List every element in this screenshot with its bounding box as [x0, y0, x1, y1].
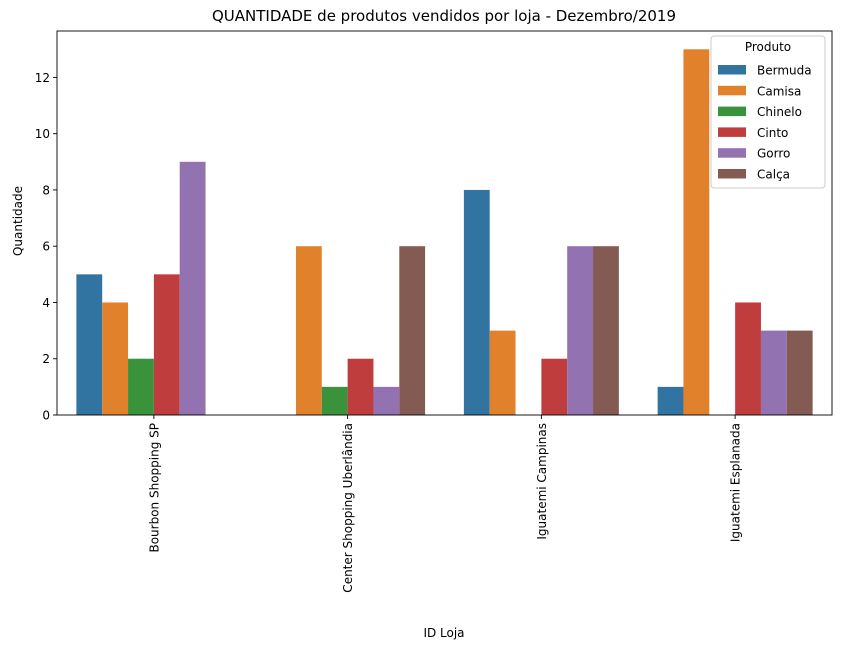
bar-calça-2 — [593, 246, 619, 415]
x-axis-label: ID Loja — [423, 626, 464, 640]
bar-chinelo-0 — [128, 358, 154, 415]
legend-label-gorro: Gorro — [757, 147, 790, 161]
bar-camisa-0 — [102, 302, 129, 415]
bar-cinto-1 — [347, 358, 374, 415]
y-axis-label: Quantidade — [11, 186, 25, 256]
chart-title: QUANTIDADE de produtos vendidos por loja… — [212, 7, 676, 25]
bar-camisa-1 — [295, 246, 322, 415]
bar-bermuda-2 — [463, 189, 490, 415]
legend-swatch-bermuda — [718, 65, 746, 75]
legend-label-cinto: Cinto — [757, 126, 788, 140]
bar-cinto-0 — [153, 274, 180, 415]
legend-title: Produto — [745, 40, 791, 54]
x-tick-label: Iguatemi Esplanada — [729, 423, 743, 542]
y-tick-label: 10 — [35, 127, 50, 141]
bar-cinto-2 — [541, 358, 568, 415]
bar-calça-3 — [786, 330, 813, 415]
y-tick-label: 4 — [42, 296, 50, 310]
bars-layer — [76, 49, 813, 415]
legend-label-calça: Calça — [757, 168, 790, 182]
bar-bermuda-0 — [76, 274, 103, 415]
bar-gorro-0 — [179, 161, 206, 415]
legend-swatch-calça — [718, 169, 746, 179]
y-tick-label: 2 — [42, 352, 50, 366]
y-tick-label: 12 — [35, 71, 50, 85]
legend-label-chinelo: Chinelo — [757, 105, 802, 119]
x-tick-label: Bourbon Shopping SP — [147, 423, 161, 553]
bar-camisa-3 — [683, 49, 710, 415]
legend-swatch-chinelo — [718, 106, 746, 117]
bar-gorro-2 — [567, 246, 594, 415]
bar-camisa-2 — [489, 330, 516, 415]
bar-gorro-1 — [373, 386, 400, 415]
bar-gorro-3 — [760, 330, 787, 415]
y-tick-label: 6 — [42, 240, 50, 254]
bar-cinto-3 — [735, 302, 761, 415]
legend-swatch-gorro — [718, 148, 746, 158]
legend-swatch-cinto — [718, 127, 746, 137]
bar-calça-1 — [399, 246, 426, 415]
plot-frame — [56, 30, 833, 416]
legend-label-camisa: Camisa — [757, 84, 801, 98]
y-tick-label: 8 — [42, 183, 50, 197]
legend-label-bermuda: Bermuda — [757, 64, 812, 78]
bar-bermuda-3 — [657, 386, 684, 415]
bar-chinelo-1 — [321, 386, 348, 415]
x-tick-label: Center Shopping Uberlândia — [341, 423, 355, 593]
legend: Produto Bermuda Camisa Chinelo Cinto Gorro Cal… — [710, 35, 826, 189]
x-tick-label: Iguatemi Campinas — [535, 423, 549, 540]
axes-layer: 0 2 4 6 8 10 12 Bourbon Shopping SP Center Shopp… — [35, 30, 833, 593]
legend-swatch-camisa — [718, 85, 746, 96]
y-tick-label: 0 — [42, 409, 50, 423]
